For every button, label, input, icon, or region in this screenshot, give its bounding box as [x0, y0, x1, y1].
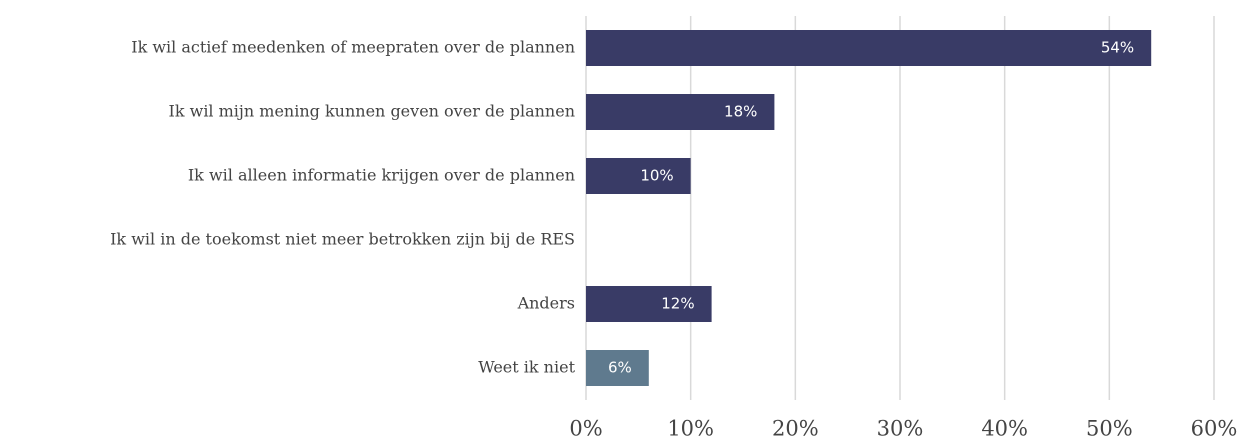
x-tick-label: 30%	[877, 417, 924, 441]
x-tick-label: 60%	[1191, 417, 1238, 441]
x-tick-label: 10%	[667, 417, 714, 441]
bar	[586, 94, 775, 130]
bar	[586, 350, 649, 386]
category-label: Weet ik niet	[478, 358, 575, 377]
x-tick-label: 20%	[772, 417, 819, 441]
value-label: 54%	[1101, 39, 1134, 57]
category-label: Anders	[517, 294, 575, 313]
value-label: 18%	[724, 103, 757, 121]
category-label: Ik wil actief meedenken of meepraten ove…	[131, 38, 575, 57]
value-label: 6%	[608, 359, 632, 377]
x-tick-label: 0%	[569, 417, 602, 441]
category-label: Ik wil mijn mening kunnen geven over de …	[169, 102, 575, 121]
bar	[586, 286, 712, 322]
bar	[586, 30, 1152, 66]
category-label: Ik wil in de toekomst niet meer betrokke…	[110, 230, 575, 249]
bar	[586, 158, 691, 194]
x-tick-label: 50%	[1086, 417, 1133, 441]
value-label: 10%	[640, 167, 673, 185]
x-tick-label: 40%	[981, 417, 1028, 441]
category-label: Ik wil alleen informatie krijgen over de…	[188, 166, 575, 185]
value-label: 12%	[661, 295, 694, 313]
